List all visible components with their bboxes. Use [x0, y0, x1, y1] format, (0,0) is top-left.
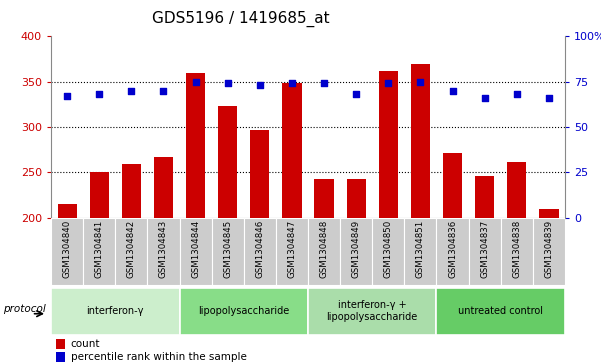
Bar: [347, 179, 366, 218]
Bar: [308, 218, 340, 285]
Bar: [276, 218, 308, 285]
Bar: [244, 218, 276, 285]
Bar: [379, 71, 398, 218]
Bar: [115, 218, 147, 285]
Text: GSM1304838: GSM1304838: [512, 220, 521, 278]
Bar: [51, 218, 83, 285]
Text: GSM1304837: GSM1304837: [480, 220, 489, 278]
Bar: [154, 157, 173, 218]
Text: GSM1304850: GSM1304850: [384, 220, 393, 278]
Text: GSM1304839: GSM1304839: [545, 220, 554, 278]
Bar: [180, 288, 308, 335]
Bar: [340, 218, 372, 285]
Point: [159, 88, 168, 94]
Point: [287, 81, 297, 86]
Bar: [56, 339, 66, 349]
Bar: [122, 164, 141, 218]
Bar: [83, 218, 115, 285]
Text: GSM1304849: GSM1304849: [352, 220, 361, 278]
Text: GSM1304851: GSM1304851: [416, 220, 425, 278]
Bar: [282, 83, 302, 218]
Bar: [314, 179, 334, 218]
Point: [191, 79, 200, 85]
Bar: [539, 209, 558, 218]
Bar: [410, 64, 430, 218]
Text: GSM1304844: GSM1304844: [191, 220, 200, 278]
Bar: [475, 176, 494, 218]
Point: [480, 95, 489, 101]
Point: [544, 95, 554, 101]
Text: untreated control: untreated control: [458, 306, 543, 316]
Text: percentile rank within the sample: percentile rank within the sample: [70, 352, 246, 362]
Point: [255, 82, 264, 88]
Text: GSM1304836: GSM1304836: [448, 220, 457, 278]
Bar: [501, 218, 533, 285]
Text: GSM1304840: GSM1304840: [63, 220, 72, 278]
Bar: [218, 106, 237, 218]
Bar: [436, 288, 565, 335]
Bar: [469, 218, 501, 285]
Text: count: count: [70, 339, 100, 349]
Text: GSM1304847: GSM1304847: [287, 220, 296, 278]
Bar: [180, 218, 212, 285]
Bar: [308, 288, 436, 335]
Bar: [404, 218, 436, 285]
Bar: [51, 288, 180, 335]
Point: [319, 81, 329, 86]
Bar: [507, 162, 526, 218]
Text: GSM1304843: GSM1304843: [159, 220, 168, 278]
Point: [383, 81, 393, 86]
Text: GSM1304841: GSM1304841: [95, 220, 104, 278]
Bar: [56, 352, 66, 362]
Point: [94, 91, 104, 97]
Bar: [186, 73, 205, 218]
Point: [63, 93, 72, 99]
Bar: [212, 218, 244, 285]
Text: GSM1304842: GSM1304842: [127, 220, 136, 278]
Text: GSM1304845: GSM1304845: [223, 220, 232, 278]
Text: interferon-γ +
lipopolysaccharide: interferon-γ + lipopolysaccharide: [326, 301, 418, 322]
Bar: [250, 130, 269, 218]
Point: [448, 88, 457, 94]
Point: [352, 91, 361, 97]
Bar: [58, 204, 77, 218]
Bar: [533, 218, 565, 285]
Text: interferon-γ: interferon-γ: [87, 306, 144, 316]
Bar: [443, 153, 462, 218]
Bar: [372, 218, 404, 285]
Point: [127, 88, 136, 94]
Text: lipopolysaccharide: lipopolysaccharide: [198, 306, 290, 316]
Bar: [90, 172, 109, 218]
Text: GSM1304846: GSM1304846: [255, 220, 264, 278]
Point: [512, 91, 522, 97]
Bar: [147, 218, 180, 285]
Text: protocol: protocol: [2, 304, 45, 314]
Bar: [436, 218, 469, 285]
Point: [223, 81, 233, 86]
Text: GSM1304848: GSM1304848: [320, 220, 329, 278]
Point: [416, 79, 426, 85]
Text: GDS5196 / 1419685_at: GDS5196 / 1419685_at: [151, 11, 329, 27]
